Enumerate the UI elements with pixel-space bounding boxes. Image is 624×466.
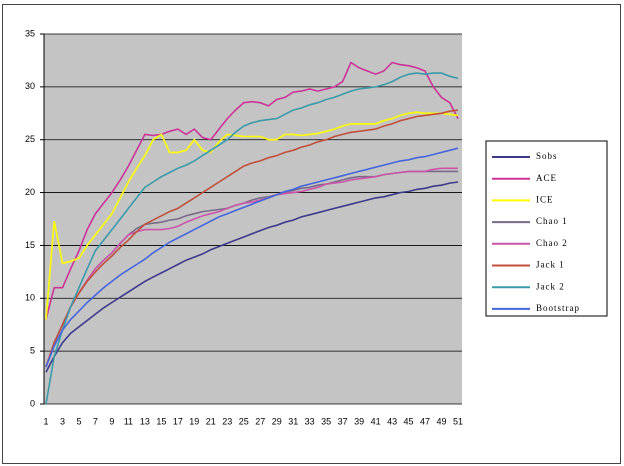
x-tick-label: 51 — [453, 416, 463, 426]
x-tick-label: 3 — [60, 416, 65, 426]
y-tick-label: 30 — [25, 81, 35, 91]
series-line — [45, 72, 459, 405]
x-tick-label: 39 — [354, 416, 364, 426]
series-line — [45, 181, 459, 373]
y-tick-label: 0 — [30, 398, 35, 408]
x-tick-label: 25 — [239, 416, 249, 426]
x-tick-label: 1 — [43, 416, 48, 426]
legend-label: Sobs — [536, 151, 558, 161]
x-tick-label: 41 — [371, 416, 381, 426]
y-tick-label: 20 — [25, 187, 35, 197]
x-tick-label: 5 — [76, 416, 81, 426]
plot-area — [44, 34, 462, 404]
x-tick-label: 19 — [189, 416, 199, 426]
x-tick-label: 29 — [272, 416, 282, 426]
y-tick-label: 15 — [25, 240, 35, 250]
x-tick-label: 7 — [93, 416, 98, 426]
x-tick-label: 9 — [109, 416, 114, 426]
legend: Sobs ACE ICE Chao 1 Chao 2 Jack 1 Jack 2 Bootst… — [485, 140, 608, 317]
x-tick-label: 31 — [288, 416, 298, 426]
x-tick-label: 47 — [420, 416, 430, 426]
x-tick-label: 23 — [222, 416, 232, 426]
x-tick-label: 45 — [404, 416, 414, 426]
legend-label: ICE — [536, 194, 554, 204]
x-tick-label: 33 — [305, 416, 315, 426]
legend-label: ACE — [536, 173, 557, 183]
x-tick-label: 17 — [173, 416, 183, 426]
legend-label: Jack 2 — [536, 281, 565, 291]
x-tick-label: 13 — [140, 416, 150, 426]
legend-label: Bootstrap — [536, 303, 580, 313]
x-tick-label: 37 — [338, 416, 348, 426]
x-tick-label: 43 — [387, 416, 397, 426]
y-tick-label: 25 — [25, 134, 35, 144]
legend-label: Jack 1 — [536, 260, 565, 270]
series-line — [45, 61, 459, 320]
x-tick-label: 21 — [206, 416, 216, 426]
x-tick-label: 15 — [156, 416, 166, 426]
legend-label: Chao 2 — [536, 238, 568, 248]
series-line — [45, 109, 459, 368]
legend-label: Chao 1 — [536, 216, 568, 226]
series-line — [45, 111, 459, 320]
x-tick-label: 27 — [255, 416, 265, 426]
series-line — [45, 147, 459, 368]
y-tick-label: 35 — [25, 28, 35, 38]
y-tick-label: 5 — [30, 346, 35, 356]
x-tick-label: 11 — [124, 416, 133, 426]
series-line — [45, 167, 458, 368]
x-tick-label: 35 — [321, 416, 331, 426]
y-tick-label: 10 — [25, 293, 35, 303]
x-tick-label: 49 — [437, 416, 447, 426]
